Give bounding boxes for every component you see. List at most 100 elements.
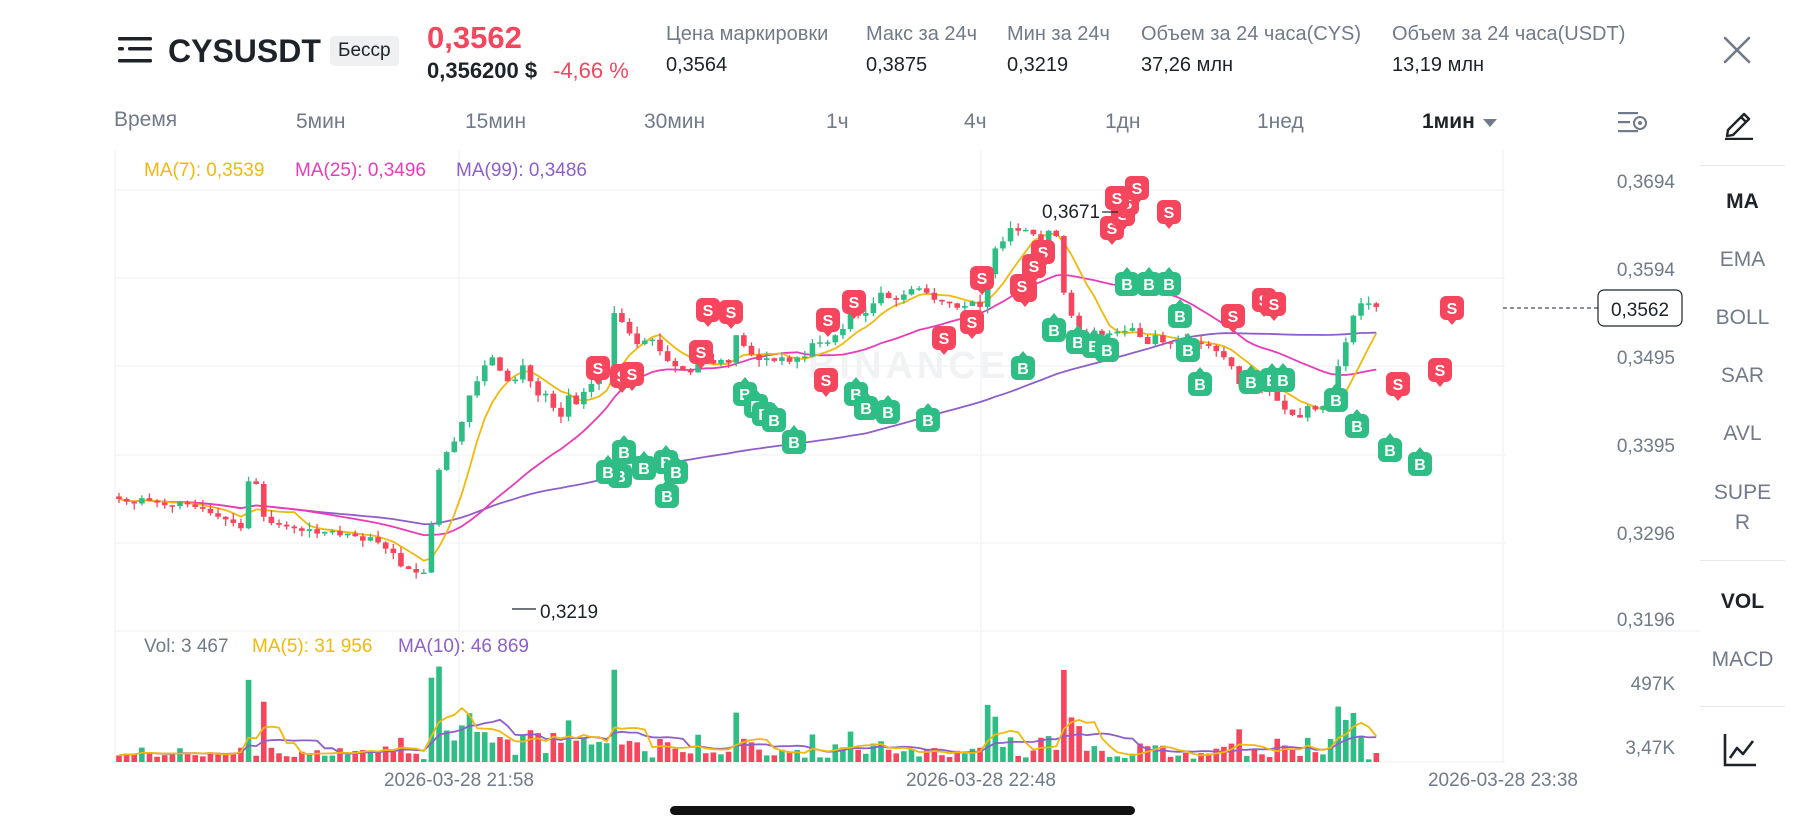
candle-body <box>847 312 854 330</box>
volume-usdt-label: Объем за 24 часа(USDT) <box>1392 23 1626 45</box>
svg-text:S: S <box>627 367 638 384</box>
tab-selected-interval[interactable]: 1мин <box>1422 110 1475 133</box>
svg-text:B: B <box>1414 457 1426 474</box>
volume-bar <box>1228 743 1235 762</box>
svg-text:B: B <box>1072 335 1084 352</box>
sell-marker-icon: S <box>586 356 610 385</box>
tab-15min[interactable]: 15мин <box>465 110 527 133</box>
candle-body <box>116 496 122 500</box>
volume-bar <box>794 749 800 762</box>
volume-bar <box>550 732 557 762</box>
candle-body <box>497 357 503 371</box>
indicator-ema[interactable]: EMA <box>1719 248 1766 271</box>
candle-body <box>230 519 237 523</box>
tab-1d[interactable]: 1дн <box>1105 110 1141 133</box>
close-icon[interactable] <box>1723 36 1751 64</box>
volume-bar <box>146 753 153 762</box>
indicator-boll[interactable]: BOLL <box>1715 306 1770 329</box>
svg-text:B: B <box>1048 323 1060 340</box>
volume-bar <box>1327 739 1334 762</box>
svg-text:B: B <box>1194 377 1206 394</box>
indicator-sar[interactable]: SAR <box>1720 364 1765 387</box>
symbol-name[interactable]: CYSUSDT <box>168 33 321 69</box>
volume-bar <box>451 740 458 762</box>
svg-text:B: B <box>661 489 673 506</box>
volume-tick-label: 3,47K <box>1625 738 1675 759</box>
candle-body <box>299 528 305 531</box>
tab-5min[interactable]: 5мин <box>296 110 346 133</box>
volume-bar <box>779 749 785 762</box>
candle-body <box>314 529 320 534</box>
tab-30min[interactable]: 30мин <box>644 110 706 133</box>
volume-bar <box>527 730 534 762</box>
candle-body <box>992 248 999 275</box>
candle-body <box>954 303 960 308</box>
menu-icon[interactable] <box>118 34 154 66</box>
volume-bar <box>520 734 526 762</box>
legend-ma99: MA(99): 0,3486 <box>456 160 587 181</box>
candle-body <box>123 499 130 502</box>
indicator-vol[interactable]: VOL <box>1720 590 1765 613</box>
candle-body <box>1160 335 1166 343</box>
volume-bar <box>306 753 313 762</box>
volume-bar <box>321 755 328 762</box>
candle-body <box>870 303 877 314</box>
volume-bar <box>840 747 846 762</box>
volume-bar <box>626 740 633 762</box>
svg-text:S: S <box>1447 301 1458 318</box>
tab-1w[interactable]: 1нед <box>1257 110 1304 133</box>
svg-text:S: S <box>1038 245 1049 262</box>
chart-settings-icon[interactable] <box>1617 109 1649 137</box>
volume-bar <box>741 738 747 762</box>
candle-body <box>443 452 450 470</box>
candle-body <box>283 524 290 527</box>
tab-time[interactable]: Время <box>114 108 178 131</box>
volume-bar <box>954 750 960 762</box>
tab-4h[interactable]: 4ч <box>964 110 987 133</box>
volume-usdt-value: 13,19 млн <box>1392 54 1485 76</box>
volume-bar <box>413 753 419 762</box>
indicator-ma[interactable]: MA <box>1726 190 1759 213</box>
indicator-macd[interactable]: MACD <box>1711 648 1774 671</box>
candle-body <box>901 294 907 300</box>
candle-body <box>657 339 663 352</box>
candle-body <box>139 498 145 504</box>
volume-bar <box>1304 737 1311 762</box>
volume-bar <box>299 751 305 762</box>
svg-text:S: S <box>821 373 832 390</box>
chevron-down-icon[interactable] <box>1483 119 1497 127</box>
volume-bar <box>1266 757 1273 762</box>
candle-body <box>1167 342 1174 344</box>
high-24h-value: 0,3875 <box>866 54 928 76</box>
volume-bar <box>1289 750 1296 762</box>
svg-text:S: S <box>823 313 834 330</box>
svg-text:S: S <box>939 331 950 348</box>
tab-1h[interactable]: 1ч <box>826 110 849 133</box>
y-tick-label: 0,3495 <box>1617 348 1675 369</box>
candle-body <box>802 356 808 358</box>
candle-body <box>771 358 778 361</box>
volume-bar <box>428 677 435 762</box>
x-tick-label: 2026-03-28 23:38 <box>1428 770 1578 790</box>
sell-marker-icon: S <box>932 326 956 355</box>
candle-body <box>413 569 419 573</box>
candle-body <box>253 481 259 484</box>
high-24h-label: Макс за 24ч <box>866 23 978 45</box>
candle-body <box>1122 330 1128 333</box>
price-change-percent: -4,66 % <box>553 58 629 83</box>
volume-bar <box>832 744 839 762</box>
sell-marker-icon: S <box>696 298 720 327</box>
ma99-line <box>118 331 1377 525</box>
indicator-supertrend[interactable]: SUPE R <box>1713 481 1772 534</box>
price-chart[interactable]: BINANCE MA(7): 0,3539 MA(25): 0,3496 MA(… <box>0 140 1700 790</box>
mark-price-value: 0,3564 <box>666 54 728 76</box>
chart-type-icon[interactable] <box>1722 732 1758 768</box>
candle-body <box>1000 241 1006 249</box>
volume-bar <box>443 730 450 762</box>
pencil-icon[interactable] <box>1722 106 1756 140</box>
volume-bar <box>817 757 823 762</box>
volume-bar <box>489 742 496 762</box>
indicator-avl[interactable]: AVL <box>1723 422 1762 445</box>
candle-body <box>337 530 343 536</box>
candle-body <box>1228 357 1235 367</box>
